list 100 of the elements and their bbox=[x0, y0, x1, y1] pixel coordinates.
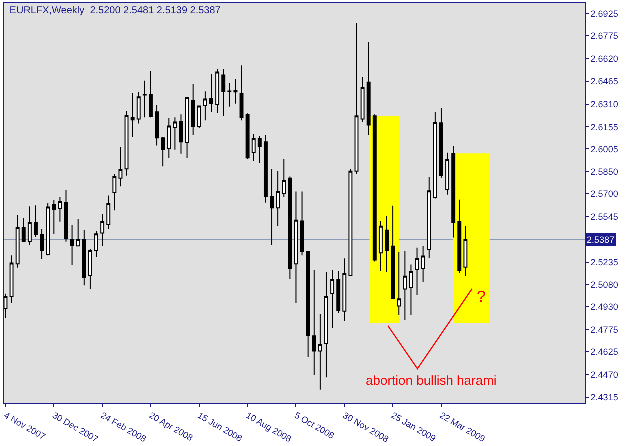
y-tick-label: 2.6775 bbox=[590, 31, 618, 42]
candlestick bbox=[440, 108, 444, 179]
annotation: ? bbox=[477, 289, 486, 306]
candlestick bbox=[130, 92, 135, 138]
candlestick bbox=[324, 272, 328, 378]
candlestick bbox=[64, 190, 68, 242]
candlestick bbox=[185, 96, 190, 159]
candlestick bbox=[372, 114, 377, 262]
candlestick bbox=[300, 191, 304, 256]
candlestick bbox=[16, 214, 20, 268]
x-tick-label: 5 Oct 2008 bbox=[292, 410, 336, 441]
candlestick bbox=[464, 226, 468, 277]
y-tick-label: 2.6465 bbox=[590, 76, 618, 87]
candlestick bbox=[118, 146, 123, 188]
candlestick bbox=[385, 216, 389, 273]
candlestick bbox=[216, 68, 220, 114]
candlestick bbox=[106, 195, 111, 230]
candlestick bbox=[46, 203, 50, 256]
candlestick bbox=[4, 293, 8, 319]
candlestick bbox=[354, 22, 359, 175]
y-tick-label: 2.4775 bbox=[590, 325, 618, 335]
y-tick-label: 2.5700 bbox=[590, 189, 618, 200]
candlestick bbox=[22, 218, 26, 243]
candlestick bbox=[360, 76, 365, 123]
candlestick bbox=[452, 146, 456, 238]
x-tick-label: 24 Feb 2008 bbox=[99, 410, 148, 444]
candlestick bbox=[112, 174, 117, 212]
candlestick bbox=[391, 205, 396, 300]
x-tick-label: 20 Apr 2008 bbox=[148, 410, 195, 444]
candlestick bbox=[155, 104, 160, 146]
candlestick bbox=[167, 118, 172, 159]
candlestick bbox=[403, 250, 408, 320]
candlestick bbox=[82, 230, 86, 286]
candlestick bbox=[34, 205, 38, 238]
y-tick-label: 2.5850 bbox=[590, 167, 618, 178]
y-tick-label: 2.4625 bbox=[590, 347, 618, 358]
candlestick bbox=[173, 117, 178, 150]
candlestick bbox=[252, 134, 256, 162]
candlestick bbox=[342, 258, 347, 322]
candlestick bbox=[288, 176, 292, 280]
y-tick-label: 2.5235 bbox=[590, 257, 618, 268]
candlestick bbox=[161, 136, 166, 168]
candlestick bbox=[10, 255, 14, 304]
candlestick bbox=[210, 74, 214, 113]
candlestick bbox=[264, 134, 268, 204]
candlestick bbox=[124, 111, 129, 176]
candlestick bbox=[203, 91, 208, 122]
candlestick bbox=[282, 158, 286, 198]
candlestick bbox=[88, 248, 92, 290]
candlestick bbox=[294, 191, 298, 304]
x-tick-label: 30 Nov 2008 bbox=[341, 410, 391, 444]
candlestick bbox=[258, 135, 262, 164]
candlestick bbox=[191, 84, 196, 136]
candlestick bbox=[433, 112, 438, 200]
candlestick bbox=[136, 92, 141, 124]
y-tick-label: 2.5080 bbox=[590, 280, 618, 290]
candlestick bbox=[52, 200, 56, 235]
y-tick-label: 2.6005 bbox=[590, 144, 618, 154]
candlestick bbox=[58, 196, 62, 222]
candlestick bbox=[76, 218, 80, 247]
x-tick-label: 30 Dec 2007 bbox=[50, 410, 100, 444]
candlestick bbox=[270, 168, 274, 246]
x-tick-label: 22 Mar 2009 bbox=[438, 410, 488, 444]
candlestick bbox=[276, 170, 280, 227]
candlestick bbox=[330, 270, 335, 330]
x-tick-label: 15 Jun 2008 bbox=[196, 410, 244, 444]
candlestick bbox=[149, 70, 153, 118]
candlestick bbox=[179, 114, 184, 154]
candlestick bbox=[446, 152, 450, 196]
candlestick bbox=[318, 314, 322, 390]
candlestick bbox=[378, 220, 383, 272]
candlestick bbox=[427, 177, 432, 259]
candlestick bbox=[240, 65, 244, 122]
y-tick-label: 2.6925 bbox=[590, 9, 618, 20]
y-tick-label: 2.5545 bbox=[590, 212, 618, 222]
candlestick bbox=[100, 214, 105, 247]
candlestick bbox=[348, 168, 353, 277]
candlestick bbox=[142, 80, 147, 118]
y-tick-label: 2.6310 bbox=[590, 100, 618, 110]
x-tick-label: 25 Jan 2009 bbox=[390, 410, 438, 444]
y-tick-label: 2.4470 bbox=[590, 370, 618, 380]
candlestick bbox=[336, 270, 341, 314]
y-tick-label: 2.4930 bbox=[590, 302, 618, 312]
x-tick-label: 10 Aug 2008 bbox=[244, 410, 294, 444]
annotation: abortion bullish harami bbox=[366, 373, 497, 388]
candlestick bbox=[228, 82, 232, 108]
candlestick bbox=[28, 206, 32, 246]
candlestick bbox=[397, 251, 402, 316]
candlestick bbox=[458, 199, 462, 274]
candlestick bbox=[421, 246, 426, 284]
candlestick bbox=[94, 230, 98, 258]
candlestick bbox=[70, 224, 74, 266]
candlestick bbox=[222, 68, 226, 117]
candlestick bbox=[366, 42, 371, 136]
y-tick-label: 2.4315 bbox=[590, 392, 618, 403]
y-tick-label: 2.6620 bbox=[590, 54, 618, 64]
x-tick-label: 4 Nov 2007 bbox=[2, 410, 48, 442]
candlestick bbox=[306, 251, 310, 358]
candlestick bbox=[197, 105, 202, 129]
candlestick bbox=[234, 78, 238, 104]
